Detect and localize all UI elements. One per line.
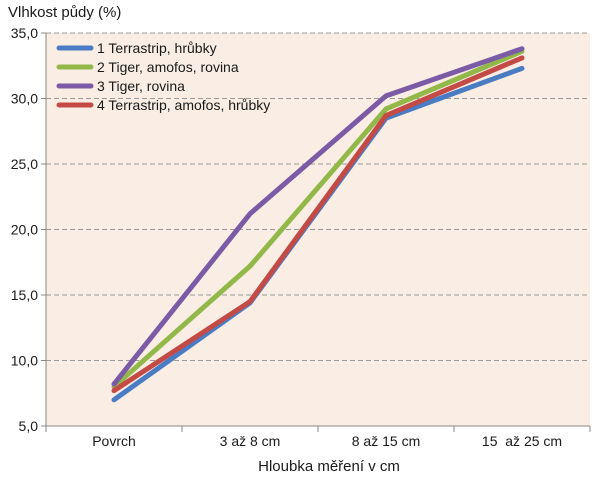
y-tick-label: 15,0: [11, 287, 38, 303]
x-axis-title: Hloubka měření v cm: [258, 458, 400, 475]
y-tick-label: 5,0: [19, 418, 39, 434]
axes: [41, 32, 591, 432]
y-tick-label: 20,0: [11, 222, 38, 238]
y-tick-label: 30,0: [11, 91, 38, 107]
y-tick-label: 25,0: [11, 156, 38, 172]
x-tick-label: 3 až 8 cm: [220, 433, 281, 449]
x-tick-label: 15 až 25 cm: [482, 433, 562, 449]
x-tick-label: Povrch: [92, 433, 136, 449]
x-tick-label: 8 až 15 cm: [352, 433, 420, 449]
y-tick-label: 10,0: [11, 353, 38, 369]
series-lines: [111, 46, 525, 403]
x-tick-labels: Povrch 3 až 8 cm 8 až 15 cm 15 až 25 cm: [92, 433, 562, 449]
legend-label-2: 2 Tiger, amofos, rovina: [97, 59, 239, 75]
gridlines: [46, 32, 590, 361]
legend-label-3: 3 Tiger, rovina: [97, 78, 185, 94]
y-tick-labels: 5,0 10,0 15,0 20,0 25,0 30,0 35,0: [11, 25, 38, 434]
series-line-4: [111, 55, 525, 394]
series-line-3: [111, 46, 525, 387]
legend: 1 Terrastrip, hrůbky 2 Tiger, amofos, rov…: [56, 40, 270, 113]
series-line-2: [111, 48, 525, 390]
y-axis-title: Vlhkost půdy (%): [8, 4, 121, 21]
legend-label-4: 4 Terrastrip, amofos, hrůbky: [97, 97, 270, 113]
legend-label-1: 1 Terrastrip, hrůbky: [97, 40, 217, 56]
y-tick-label: 35,0: [11, 25, 38, 41]
